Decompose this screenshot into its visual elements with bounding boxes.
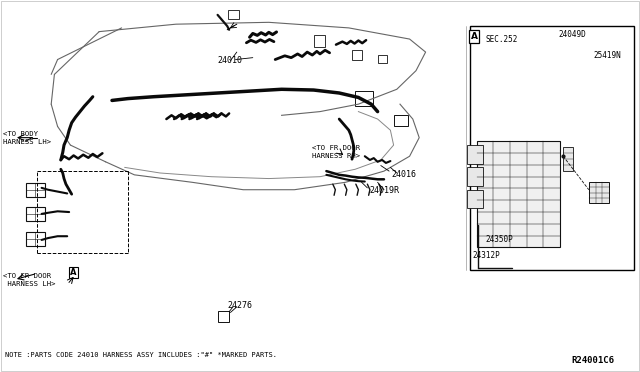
Text: 24049D: 24049D [558, 30, 586, 39]
Bar [563, 147, 573, 171]
Bar [467, 145, 483, 164]
Text: 24019R: 24019R [370, 186, 400, 195]
Bar [467, 190, 483, 208]
Bar [228, 10, 239, 19]
Bar [314, 35, 325, 46]
Text: <TO FR DOOR
HARNESS RH>: <TO FR DOOR HARNESS RH> [312, 145, 360, 159]
Bar [378, 55, 387, 63]
Bar [477, 141, 560, 247]
Text: SEC.252: SEC.252 [485, 35, 518, 44]
Bar [355, 91, 373, 106]
Text: 24350P: 24350P [485, 235, 513, 244]
Bar [26, 232, 45, 246]
Text: A: A [70, 268, 77, 277]
Bar [467, 167, 483, 186]
Bar [394, 115, 408, 126]
Text: 24312P: 24312P [472, 251, 500, 260]
Text: 24016: 24016 [392, 170, 417, 179]
Text: <TO BODY
HARNESS LH>: <TO BODY HARNESS LH> [3, 131, 51, 145]
Text: R24001C6: R24001C6 [572, 356, 614, 365]
Text: <TO FR DOOR
 HARNESS LH>: <TO FR DOOR HARNESS LH> [3, 273, 56, 287]
Bar [589, 182, 609, 203]
Text: NOTE :PARTS CODE 24010 HARNESS ASSY INCLUDES :"#" *MARKED PARTS.: NOTE :PARTS CODE 24010 HARNESS ASSY INCL… [5, 352, 277, 358]
Bar [26, 207, 45, 221]
Text: 24276: 24276 [228, 301, 253, 310]
Bar [218, 311, 229, 322]
Bar [352, 50, 362, 60]
Text: A: A [471, 32, 477, 41]
Bar [26, 183, 45, 197]
Text: 24010: 24010 [218, 56, 243, 65]
Bar [470, 26, 634, 270]
Text: 25419N: 25419N [594, 51, 621, 60]
